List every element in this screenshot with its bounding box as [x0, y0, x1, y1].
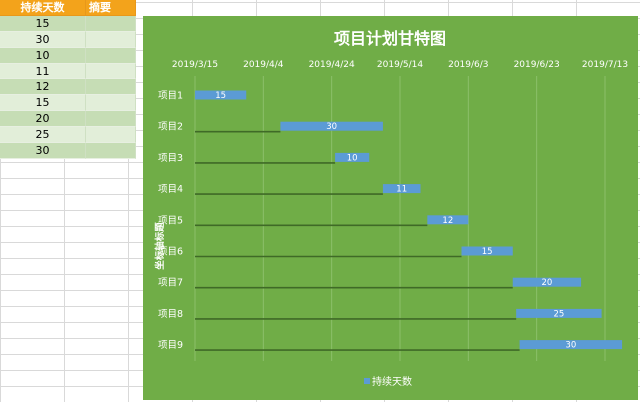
y-category-label: 项目8 — [158, 309, 183, 320]
duration-cell[interactable]: 15 — [0, 15, 86, 32]
table-row: 11 — [0, 63, 136, 80]
y-category-label: 项目9 — [158, 340, 183, 351]
duration-bar — [516, 308, 602, 318]
y-category-label: 项目4 — [158, 184, 183, 195]
duration-cell[interactable]: 15 — [0, 95, 86, 112]
duration-bar — [195, 90, 247, 100]
table-row: 30 — [0, 143, 136, 159]
x-tick-label: 2019/7/13 — [582, 60, 628, 70]
x-tick-label: 2019/4/4 — [243, 60, 284, 70]
summary-cell[interactable] — [86, 31, 136, 48]
summary-cell[interactable] — [86, 143, 136, 159]
header-summary[interactable]: 摘要 — [86, 0, 136, 16]
x-tick-label: 2019/6/23 — [514, 60, 560, 70]
data-label: 30 — [565, 341, 576, 351]
duration-bar — [461, 246, 513, 256]
table-header-row: 持续天数 摘要 — [0, 0, 136, 16]
summary-cell[interactable] — [86, 63, 136, 80]
y-category-label: 项目1 — [158, 91, 183, 102]
data-table: 持续天数 摘要 15 30 10 11 12 15 20 25 30 — [0, 0, 136, 159]
y-category-label: 项目6 — [158, 247, 183, 258]
chart-svg: 项目计划甘特图 2019/3/15 2019/4/4 2019/4/24 2019/5/… — [154, 29, 628, 388]
duration-bar — [382, 184, 421, 194]
duration-bar — [519, 340, 623, 350]
summary-cell[interactable] — [86, 79, 136, 96]
table-row: 12 — [0, 79, 136, 96]
data-label: 15 — [215, 91, 226, 101]
data-label: 11 — [396, 185, 407, 195]
chart-title: 项目计划甘特图 — [334, 29, 446, 48]
duration-bar — [427, 215, 469, 225]
duration-cell[interactable]: 20 — [0, 111, 86, 128]
data-label: 10 — [347, 153, 358, 163]
table-row: 15 — [0, 95, 136, 112]
duration-cell[interactable]: 10 — [0, 47, 86, 64]
table-row: 30 — [0, 31, 136, 48]
table-row: 25 — [0, 127, 136, 144]
data-label: 20 — [542, 278, 553, 288]
x-tick-label: 2019/3/15 — [172, 60, 218, 70]
summary-cell[interactable] — [86, 15, 136, 32]
legend-label: 持续天数 — [372, 375, 412, 388]
duration-bar — [512, 277, 582, 287]
table-row: 10 — [0, 47, 136, 64]
summary-cell[interactable] — [86, 111, 136, 128]
data-label: 12 — [442, 216, 453, 226]
data-label: 30 — [326, 122, 337, 132]
table-row: 15 — [0, 15, 136, 32]
x-tick-label: 2019/4/24 — [309, 60, 355, 70]
summary-cell[interactable] — [86, 47, 136, 64]
duration-bar — [335, 152, 370, 162]
duration-cell[interactable]: 30 — [0, 143, 86, 159]
legend-swatch — [364, 378, 370, 384]
duration-cell[interactable]: 25 — [0, 127, 86, 144]
duration-cell[interactable]: 11 — [0, 63, 86, 80]
summary-cell[interactable] — [86, 95, 136, 112]
duration-cell[interactable]: 30 — [0, 31, 86, 48]
gantt-chart[interactable]: 项目计划甘特图 2019/3/15 2019/4/4 2019/4/24 2019/5/… — [143, 16, 638, 400]
data-label: 15 — [482, 247, 493, 257]
x-tick-label: 2019/6/3 — [448, 60, 488, 70]
y-category-label: 项目2 — [158, 122, 183, 133]
x-tick-label: 2019/5/14 — [377, 60, 423, 70]
table-row: 20 — [0, 111, 136, 128]
y-axis-title: 坐标轴标题 — [154, 222, 166, 270]
data-label: 25 — [553, 309, 564, 319]
header-duration[interactable]: 持续天数 — [0, 0, 86, 16]
y-category-label: 项目5 — [158, 215, 183, 226]
summary-cell[interactable] — [86, 127, 136, 144]
duration-bar — [280, 121, 383, 131]
y-category-label: 项目3 — [158, 153, 183, 164]
y-category-label: 项目7 — [158, 278, 183, 289]
duration-cell[interactable]: 12 — [0, 79, 86, 96]
